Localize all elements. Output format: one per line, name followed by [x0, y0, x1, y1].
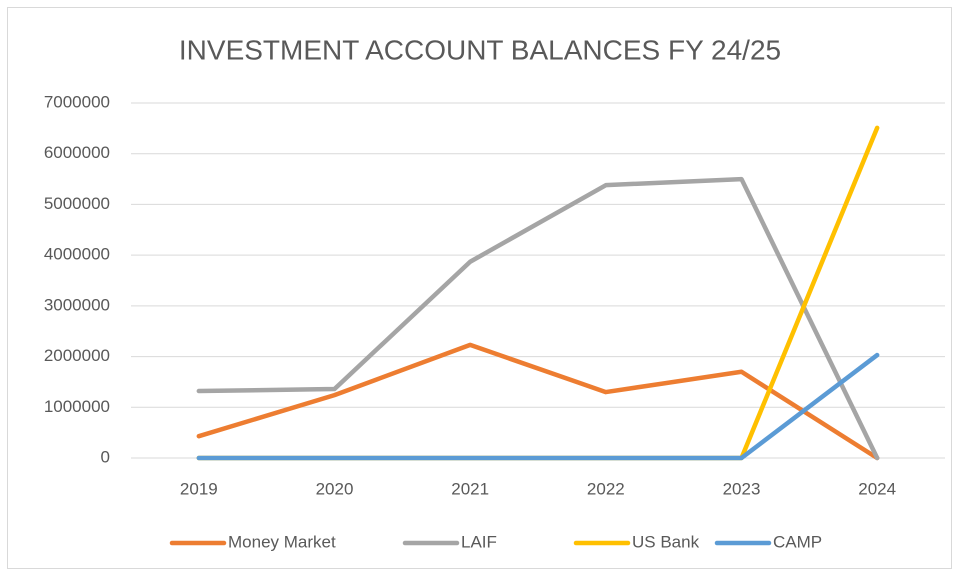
series-line: [196, 352, 880, 461]
y-tick-label: 1000000: [44, 397, 110, 416]
y-tick-label: 6000000: [44, 143, 110, 162]
y-tick-label: 7000000: [44, 92, 110, 111]
x-tick-label: 2023: [723, 479, 761, 498]
x-tick-label: 2020: [316, 479, 354, 498]
y-tick-label: 0: [101, 447, 110, 466]
x-tick-label: 2019: [180, 479, 218, 498]
y-tick-label: 2000000: [44, 346, 110, 365]
legend-label: CAMP: [773, 532, 822, 551]
x-tick-label: 2021: [451, 479, 489, 498]
x-tick-label: 2024: [858, 479, 896, 498]
series-line: [196, 342, 880, 461]
y-tick-label: 5000000: [44, 194, 110, 213]
series-line: [196, 176, 880, 461]
chart-title: INVESTMENT ACCOUNT BALANCES FY 24/25: [179, 34, 781, 65]
legend-label: LAIF: [461, 532, 497, 551]
y-tick-label: 4000000: [44, 245, 110, 264]
y-tick-label: 3000000: [44, 295, 110, 314]
legend-label: Money Market: [228, 532, 336, 551]
legend-label: US Bank: [632, 532, 700, 551]
x-tick-label: 2022: [587, 479, 625, 498]
